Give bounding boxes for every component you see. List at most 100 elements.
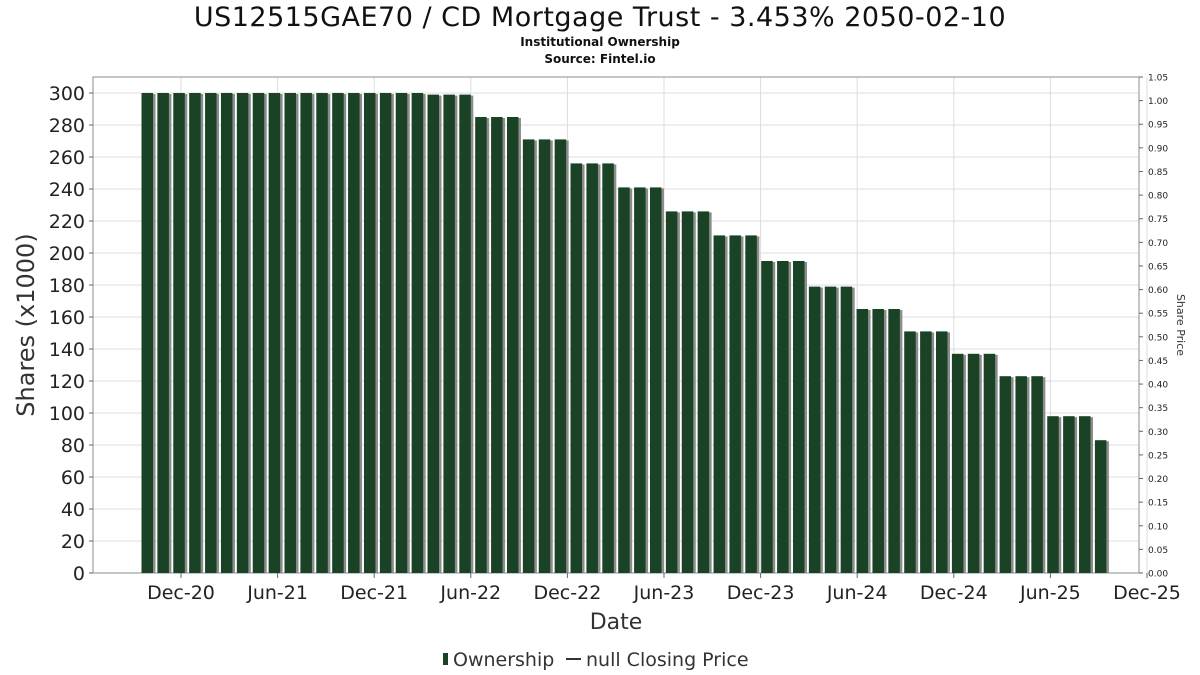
y-tick-label: 40 <box>61 499 85 521</box>
bar <box>792 261 805 573</box>
y2-tick-label: 0.05 <box>1148 546 1168 556</box>
bar <box>236 93 249 573</box>
bar <box>538 139 551 573</box>
bar <box>602 163 614 573</box>
bar <box>824 286 837 573</box>
bar <box>554 139 567 573</box>
bar <box>856 309 869 573</box>
y-tick-label: 260 <box>49 147 85 169</box>
legend-ownership-label: Ownership <box>453 649 554 671</box>
bar <box>141 93 153 573</box>
y-axis-label: Shares (x1000) <box>12 233 40 416</box>
bar <box>284 93 297 573</box>
y2-tick-label: 0.20 <box>1148 475 1168 485</box>
bar <box>1063 416 1075 573</box>
y2-axis-label: Share Price <box>1174 294 1187 356</box>
bar <box>697 211 710 573</box>
y-tick-label: 160 <box>49 307 85 329</box>
bar <box>665 211 678 573</box>
y-tick-label: 240 <box>49 179 85 201</box>
bar <box>729 235 741 573</box>
y-tick-label: 80 <box>61 435 85 457</box>
y2-tick-label: 0.80 <box>1148 192 1168 202</box>
bar <box>808 286 821 573</box>
y-tick-label: 180 <box>49 275 85 297</box>
x-tick-label: Dec-21 <box>340 582 408 604</box>
axes-layer: 0 20 40 60 80 100 120 140 160 180 200 220 240 260 280 3… <box>12 74 1187 636</box>
x-tick-label: Dec-22 <box>533 582 601 604</box>
y2-tick-label: 0.70 <box>1148 239 1168 249</box>
bar <box>316 93 328 573</box>
bar <box>395 93 408 573</box>
y-tick-label: 20 <box>61 531 85 553</box>
bar <box>443 94 455 573</box>
bar <box>300 93 312 573</box>
bar <box>713 235 726 573</box>
y2-tick-label: 0.35 <box>1148 404 1168 414</box>
bar <box>983 353 996 573</box>
chart-source: Source: Fintel.io <box>544 52 656 66</box>
x-tick-label: Jun-25 <box>1019 582 1081 604</box>
bar <box>522 139 535 573</box>
bar <box>1031 376 1043 573</box>
y2-tick-label: 0.90 <box>1148 144 1168 154</box>
bar <box>1094 440 1107 573</box>
bar <box>1015 376 1027 573</box>
y2-tick-label: 0.50 <box>1148 333 1168 343</box>
x-tick-label: Dec-23 <box>727 582 795 604</box>
bar <box>506 117 519 573</box>
legend-ownership-swatch <box>443 653 448 665</box>
y2-tick-label: 0.85 <box>1148 168 1168 178</box>
x-tick-label: Jun-22 <box>439 582 501 604</box>
bar <box>777 261 789 573</box>
y2-tick-label: 0.10 <box>1148 522 1168 532</box>
bar <box>840 286 853 573</box>
bar <box>1079 416 1091 573</box>
legend-price-label: null Closing Price <box>586 649 749 671</box>
bar <box>348 93 360 573</box>
legend: Ownership null Closing Price <box>443 649 749 671</box>
y-tick-label: 220 <box>49 211 85 233</box>
y2-tick-label: 0.40 <box>1148 381 1168 391</box>
bar <box>189 93 201 573</box>
x-tick-label: Jun-23 <box>633 582 695 604</box>
y-tick-label: 100 <box>49 403 85 425</box>
bar <box>936 331 948 573</box>
x-tick-label: Dec-25 <box>1113 582 1181 604</box>
y2-tick-label: 0.25 <box>1148 451 1168 461</box>
y-tick-label: 280 <box>49 115 85 137</box>
bar <box>332 93 344 573</box>
y2-tick-label: 0.95 <box>1148 121 1168 131</box>
y2-tick-label: 0.65 <box>1148 262 1168 272</box>
y2-tick-label: 1.05 <box>1148 74 1168 84</box>
bar <box>634 187 646 573</box>
bar <box>904 331 916 573</box>
bar <box>220 93 233 573</box>
bar <box>1047 416 1059 573</box>
bar <box>951 353 964 573</box>
bar <box>570 163 583 573</box>
x-tick-label: Dec-20 <box>147 582 215 604</box>
y2-tick-label: 0.75 <box>1148 215 1168 225</box>
x-axis-label: Date <box>590 610 643 635</box>
x-tick-label: Jun-24 <box>826 582 888 604</box>
y-tick-label: 300 <box>49 83 85 105</box>
x-tick-label: Jun-21 <box>246 582 308 604</box>
bar <box>681 211 694 573</box>
bar <box>411 93 424 573</box>
bar <box>920 331 932 573</box>
y2-tick-label: 0.00 <box>1148 570 1168 580</box>
chart-title: US12515GAE70 / CD Mortgage Trust - 3.453… <box>193 2 1007 33</box>
y-tick-label: 60 <box>61 467 85 489</box>
bar <box>618 187 630 573</box>
bar <box>888 309 900 573</box>
y2-tick-label: 0.45 <box>1148 357 1168 367</box>
bar <box>586 163 598 573</box>
y2-tick-label: 1.00 <box>1148 97 1168 107</box>
y2-tick-label: 0.55 <box>1148 310 1168 320</box>
bar <box>157 93 169 573</box>
x-tick-label: Dec-24 <box>920 582 988 604</box>
bar <box>252 93 265 573</box>
y2-tick-label: 0.60 <box>1148 286 1168 296</box>
chart-subtitle: Institutional Ownership <box>520 35 680 49</box>
